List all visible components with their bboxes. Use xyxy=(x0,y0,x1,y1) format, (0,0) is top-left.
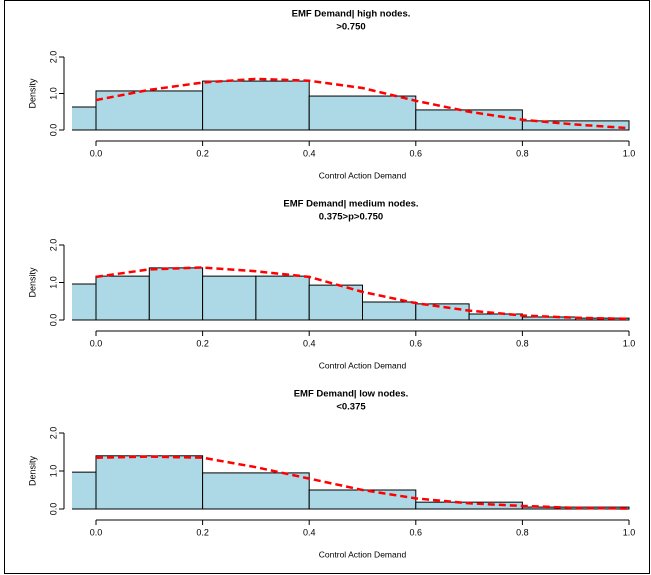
x-axis-label: Control Action Demand xyxy=(319,170,407,180)
density-curve xyxy=(95,455,630,510)
y-tick-label: 2.0 xyxy=(48,239,58,252)
y-tick-label: 1.0 xyxy=(48,87,58,100)
bar xyxy=(308,95,417,131)
bar xyxy=(148,267,204,321)
x-tick-label: 0.4 xyxy=(303,527,316,537)
panel: EMF Demand| low nodes. <0.375 0.0 1.0 2.0 Den… xyxy=(27,389,636,560)
bar xyxy=(415,303,470,321)
bars xyxy=(72,455,630,510)
bars xyxy=(72,267,630,321)
y-axis-label: Density xyxy=(27,78,37,109)
bars xyxy=(72,80,630,131)
x-tick-label: 0.8 xyxy=(516,527,529,537)
x-tick-label: 0.8 xyxy=(516,338,529,348)
x-tick-label: 1.0 xyxy=(623,527,636,537)
x-axis-label: Control Action Demand xyxy=(319,360,407,370)
chart-subtitle: <0.375 xyxy=(336,402,366,413)
bar xyxy=(202,472,310,510)
x-tick-label: 0.0 xyxy=(90,527,103,537)
y-tick-label: 0.0 xyxy=(48,503,58,516)
x-tick-label: 0.2 xyxy=(196,148,209,158)
x-tick-label: 0.0 xyxy=(90,148,103,158)
x-tick-label: 0.4 xyxy=(303,148,316,158)
x-axis-label: Control Action Demand xyxy=(319,549,407,559)
y-axis-label: Density xyxy=(27,455,37,486)
density-curve xyxy=(95,77,630,130)
x-tick-label: 1.0 xyxy=(623,338,636,348)
panel: EMF Demand| high nodes. >0.750 0.0 1.0 2.0 De… xyxy=(27,9,636,181)
y-tick-label: 2.0 xyxy=(48,427,58,440)
bar xyxy=(202,80,310,131)
bar xyxy=(255,275,310,321)
bar xyxy=(202,275,257,321)
y-axis-label: Density xyxy=(27,267,37,298)
chart-subtitle: 0.375>p>0.750 xyxy=(319,212,383,223)
chart-title: EMF Demand| medium nodes. xyxy=(283,199,418,210)
chart-title: EMF Demand| high nodes. xyxy=(292,9,411,20)
x-tick-label: 0.8 xyxy=(516,148,529,158)
frame xyxy=(4,0,650,574)
x-tick-label: 0.2 xyxy=(196,527,209,537)
x-tick-label: 0.4 xyxy=(303,338,316,348)
chart-subtitle: >0.750 xyxy=(336,22,365,33)
chart-title: EMF Demand| low nodes. xyxy=(294,389,409,400)
bar xyxy=(95,275,150,321)
y-tick-label: 2.0 xyxy=(48,51,58,64)
y-tick-label: 1.0 xyxy=(48,276,58,289)
y-tick-label: 1.0 xyxy=(48,465,58,478)
bar xyxy=(521,506,630,510)
bar xyxy=(308,489,417,510)
bar xyxy=(95,455,204,510)
x-tick-label: 0.6 xyxy=(410,338,423,348)
x-tick-label: 0.6 xyxy=(410,148,423,158)
panel: EMF Demand| medium nodes. 0.375>p>0.750 0.… xyxy=(27,199,635,371)
y-tick-label: 0.0 xyxy=(48,124,58,137)
density-curve xyxy=(95,266,630,321)
bar xyxy=(362,301,417,321)
x-tick-label: 0.2 xyxy=(196,338,209,348)
x-tick-label: 0.0 xyxy=(90,338,103,348)
x-tick-label: 0.6 xyxy=(410,527,423,537)
x-tick-label: 1.0 xyxy=(623,148,636,158)
y-tick-label: 0.0 xyxy=(48,314,58,327)
bar xyxy=(308,284,364,321)
